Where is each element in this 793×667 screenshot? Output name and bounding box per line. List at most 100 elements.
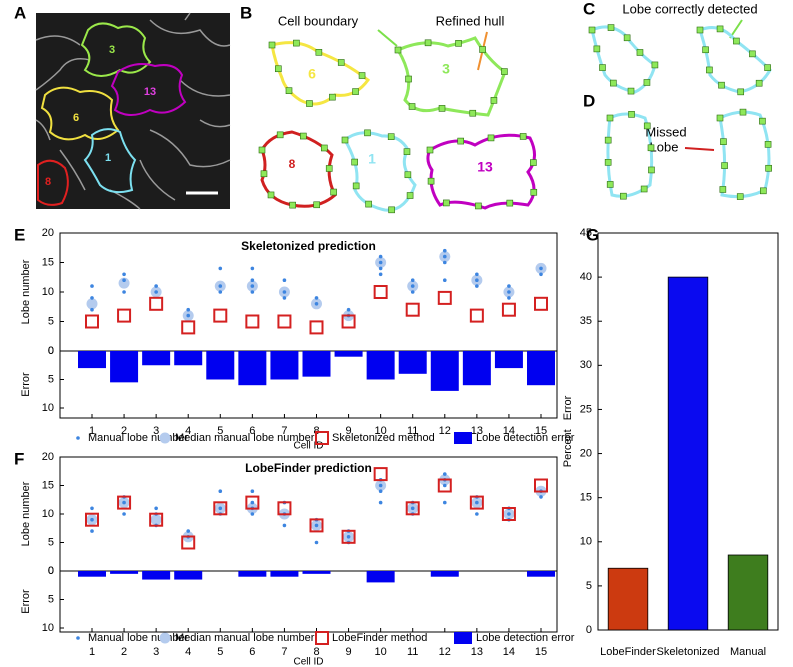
method-marker	[469, 308, 484, 323]
annotation: Cell boundary	[278, 13, 359, 28]
method-marker	[181, 535, 196, 550]
error-bar	[238, 571, 267, 577]
x-tick-label: 12	[439, 646, 451, 658]
x-tick-label: 14	[503, 425, 515, 437]
error-bar	[238, 351, 267, 386]
cell-label: 8	[45, 176, 51, 188]
x-tick-label: 6	[249, 425, 255, 437]
hull-vertex	[607, 24, 615, 31]
manual-dot	[186, 313, 191, 318]
y-tick-label: 30	[580, 359, 592, 371]
image-background	[36, 13, 230, 209]
x-tick-label: 4	[185, 646, 191, 658]
hull-vertex	[329, 93, 336, 101]
hull-vertex	[719, 186, 727, 193]
method-marker	[373, 285, 388, 299]
method-marker	[117, 308, 132, 323]
median-marker	[150, 514, 162, 526]
x-tick-label: 12	[439, 425, 451, 437]
y-tick-label: 10	[42, 286, 54, 298]
panel-label: E	[14, 225, 25, 244]
legend-label: LobeFinder method	[332, 632, 427, 644]
legend-label: Lobe detection error	[476, 632, 575, 644]
error-bar	[527, 351, 555, 386]
manual-dot	[442, 500, 447, 505]
hull-vertex	[438, 105, 446, 112]
manual-dot	[378, 500, 383, 505]
method-marker	[213, 501, 228, 516]
method-marker	[405, 302, 420, 317]
hull-vertex	[606, 181, 614, 188]
hull-vertex	[610, 79, 617, 87]
hull-vertex	[267, 191, 275, 199]
hull-vertex	[365, 200, 372, 208]
legend-swatch	[454, 432, 472, 444]
method-marker	[245, 495, 260, 510]
manual-dot	[378, 272, 383, 277]
hull-vertex	[519, 133, 527, 140]
hull-vertex	[406, 192, 414, 199]
manual-dot	[507, 512, 511, 516]
x-tick-label: 3	[153, 646, 159, 658]
hull-vertex	[593, 45, 601, 53]
manual-dot	[475, 500, 479, 505]
hull-vertex	[636, 49, 644, 56]
hull-vertex	[623, 34, 631, 42]
manual-dot	[314, 296, 319, 300]
y-tick-label: 10	[42, 508, 54, 520]
manual-dot	[250, 489, 255, 494]
manual-dot	[282, 278, 287, 283]
manual-dot	[186, 529, 191, 533]
x-tick-label: 11	[407, 646, 418, 658]
manual-dot	[314, 523, 319, 528]
y-axis-label: Lobe number	[20, 481, 32, 546]
hull-vertex	[755, 79, 763, 87]
method-marker	[309, 518, 324, 533]
method-marker	[181, 320, 196, 335]
chart-title: Skeletonized prediction	[241, 239, 376, 253]
manual-dot	[475, 512, 479, 516]
manual-dot	[539, 272, 543, 277]
legend-label: Manual lobe number	[88, 432, 189, 444]
arrow	[377, 29, 398, 47]
manual-dot	[410, 284, 415, 288]
cell-boundary	[606, 112, 654, 198]
hull-vertex	[760, 187, 767, 195]
x-tick-label: LobeFinder	[600, 646, 656, 658]
manual-dot	[442, 472, 447, 476]
method-marker	[341, 314, 356, 329]
panel-label: F	[14, 449, 24, 468]
hull-vertex	[388, 206, 395, 214]
error-bar	[302, 351, 331, 377]
method-marker	[437, 290, 452, 305]
manual-dot	[90, 296, 94, 300]
cell-outline	[83, 128, 137, 194]
hull-vertex	[387, 133, 395, 140]
error-bar	[527, 571, 555, 577]
hull-vertex	[530, 188, 538, 196]
y-tick-label: 20	[42, 451, 54, 463]
hull-vertex	[300, 132, 307, 140]
plot-frame	[59, 570, 558, 633]
cell-label: 1	[368, 151, 376, 167]
manual-dot	[539, 495, 543, 499]
x-tick-label: 14	[503, 646, 515, 658]
hull-vertex	[341, 136, 349, 144]
manual-dot	[378, 260, 383, 265]
panel-label: A	[14, 3, 26, 22]
micrograph: 3 13 6 1 8	[35, 12, 231, 210]
y-tick-label: 20	[580, 447, 592, 459]
y-tick-label: 15	[42, 479, 54, 491]
cell-label: 13	[144, 86, 156, 98]
hull-vertex	[330, 188, 337, 196]
method-marker	[501, 507, 516, 521]
manual-dot	[346, 307, 351, 312]
panel-label: B	[240, 3, 252, 22]
x-axis-label: Cell ID	[293, 657, 323, 667]
legend-swatch	[159, 432, 171, 444]
hull-vertex	[749, 50, 756, 58]
manual-dot	[122, 278, 126, 283]
hull-vertex	[394, 46, 402, 54]
manual-dot	[378, 483, 383, 488]
error-bar	[302, 571, 331, 574]
